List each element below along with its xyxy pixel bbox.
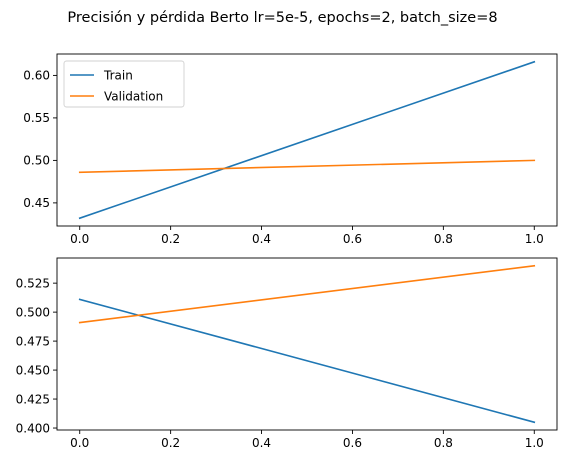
- y-tick-label: 0.45: [23, 196, 50, 210]
- x-tick-label: 0.0: [70, 232, 89, 246]
- legend: Train Validation: [63, 60, 185, 108]
- series-line-train: [78, 60, 536, 220]
- x-tick-label: 0.2: [161, 232, 180, 246]
- legend-label-validation: Validation: [104, 89, 163, 103]
- x-tick-label: 0.6: [343, 232, 362, 246]
- series-line-validation: [78, 264, 536, 324]
- x-tick-label: 0.8: [434, 232, 453, 246]
- y-tick-label: 0.60: [23, 69, 50, 83]
- subplot-2: 0.0 0.2 0.4 0.6 0.8 1.0 0.400 0.425 0.450 0.475 0.…: [16, 257, 558, 450]
- x-tick-label: 0.4: [252, 436, 271, 450]
- series-line-validation: [78, 159, 536, 174]
- y-tick-label: 0.55: [23, 111, 50, 125]
- x-tick-label: 0.0: [70, 436, 89, 450]
- y-tick-label: 0.500: [16, 305, 50, 319]
- legend-label-train: Train: [103, 68, 133, 82]
- y-tick-label: 0.50: [23, 154, 50, 168]
- y-tick-label: 0.525: [16, 276, 50, 290]
- y-tick-label: 0.425: [16, 392, 50, 406]
- y-tick-label: 0.475: [16, 334, 50, 348]
- x-tick-label: 0.6: [343, 436, 362, 450]
- figure-suptitle: Precisión y pérdida Berto lr=5e-5, epoch…: [67, 10, 498, 26]
- x-tick-label: 0.8: [434, 436, 453, 450]
- x-tick-label: 1.0: [525, 436, 544, 450]
- axes-frame: [56, 257, 558, 431]
- y-tick-label: 0.400: [16, 421, 50, 435]
- x-tick-label: 0.4: [252, 232, 271, 246]
- subplot-1: 0.0 0.2 0.4 0.6 0.8 1.0 0.45 0.50 0.55 0.60 Train V…: [23, 53, 558, 246]
- x-tick-label: 0.2: [161, 436, 180, 450]
- series-line-train: [78, 298, 536, 424]
- axes-frame: [56, 53, 558, 227]
- x-tick-label: 1.0: [525, 232, 544, 246]
- y-tick-label: 0.450: [16, 363, 50, 377]
